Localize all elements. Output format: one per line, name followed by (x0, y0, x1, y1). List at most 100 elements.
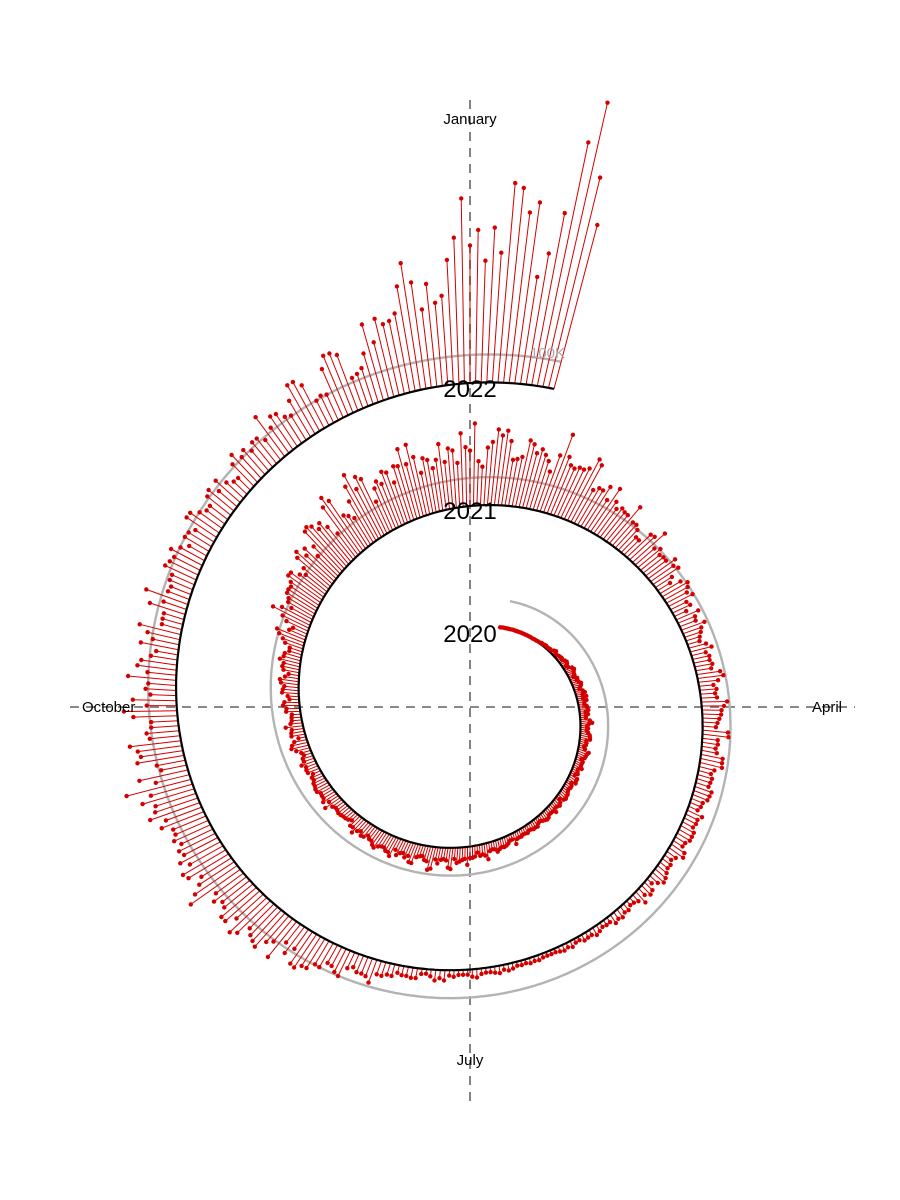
data-point (358, 476, 364, 482)
data-point (373, 479, 379, 484)
data-point (138, 754, 144, 760)
data-point (283, 640, 288, 645)
data-stem (155, 797, 199, 813)
data-point (419, 307, 425, 312)
data-stem (149, 602, 186, 615)
data-point (499, 250, 504, 255)
data-stem (694, 663, 713, 668)
data-point (549, 951, 554, 957)
data-point (710, 661, 715, 666)
data-stem (690, 646, 712, 653)
data-point (213, 891, 219, 896)
data-stem (382, 324, 400, 396)
data-point (335, 531, 340, 536)
data-point (665, 866, 670, 871)
data-stem (231, 454, 258, 483)
data-point (487, 848, 493, 854)
data-point (418, 470, 424, 475)
data-stem (301, 385, 325, 429)
data-stem (152, 638, 180, 646)
data-point (230, 462, 235, 467)
data-point (432, 978, 437, 983)
data-point (165, 589, 171, 594)
data-stem (354, 476, 385, 536)
data-stem (236, 900, 271, 934)
data-stem (291, 607, 313, 621)
data-point (279, 604, 285, 610)
data-point (642, 892, 647, 898)
data-point (589, 932, 594, 938)
data-point (423, 281, 429, 287)
data-point (682, 850, 687, 856)
data-stem (425, 283, 438, 387)
data-stem (684, 631, 701, 638)
data-point (433, 857, 438, 862)
data-stem (352, 953, 360, 968)
data-point (379, 469, 384, 474)
data-stem (241, 456, 262, 479)
data-point (463, 445, 468, 450)
data-point (707, 653, 712, 658)
data-point (678, 579, 683, 584)
data-point (403, 462, 409, 467)
data-point (148, 793, 154, 798)
data-point (620, 506, 625, 511)
data-stem (337, 950, 351, 977)
data-point (349, 830, 355, 835)
data-stem (580, 490, 604, 527)
data-stem (140, 641, 179, 651)
data-stem (645, 560, 667, 577)
data-stem (304, 531, 343, 572)
data-point (145, 670, 150, 675)
data-point (289, 712, 295, 717)
data-stem (328, 500, 364, 552)
data-stem (296, 557, 331, 587)
data-stem (374, 318, 395, 398)
data-stem (355, 488, 382, 538)
data-stem (447, 847, 451, 868)
data-point (310, 771, 316, 777)
data-point (384, 972, 390, 977)
data-point (206, 487, 211, 493)
data-stem (376, 960, 382, 975)
data-point (326, 498, 331, 504)
data-stem (293, 929, 309, 950)
data-point (366, 980, 371, 985)
data-point (573, 940, 578, 945)
data-stem (150, 694, 177, 697)
data-stem (163, 601, 187, 610)
data-point (304, 525, 309, 530)
data-point (319, 495, 324, 501)
data-stem (150, 655, 178, 661)
data-point (500, 433, 506, 438)
data-stem (291, 730, 305, 734)
month-label-april: April (812, 699, 842, 716)
data-stem (676, 609, 699, 621)
data-stem (189, 845, 224, 865)
data-point (290, 379, 296, 385)
data-point (692, 614, 698, 619)
data-point (721, 673, 726, 678)
data-stem (156, 650, 178, 656)
data-point (140, 801, 145, 807)
data-point (292, 739, 297, 745)
data-point (676, 565, 681, 570)
data-point (626, 908, 631, 913)
data-point (168, 546, 174, 552)
data-stem (149, 735, 181, 740)
data-point (673, 855, 678, 861)
data-point (395, 464, 400, 469)
data-stem (348, 501, 374, 544)
data-point (354, 371, 360, 377)
data-stem (320, 497, 361, 554)
data-stem (183, 837, 219, 856)
data-stem (180, 841, 221, 864)
data-point (697, 634, 702, 639)
data-point (708, 771, 714, 777)
data-stem (288, 588, 318, 609)
data-point (193, 527, 198, 533)
data-point (395, 447, 400, 452)
data-point (650, 888, 655, 893)
data-stem (281, 606, 312, 623)
data-stem (525, 253, 550, 385)
